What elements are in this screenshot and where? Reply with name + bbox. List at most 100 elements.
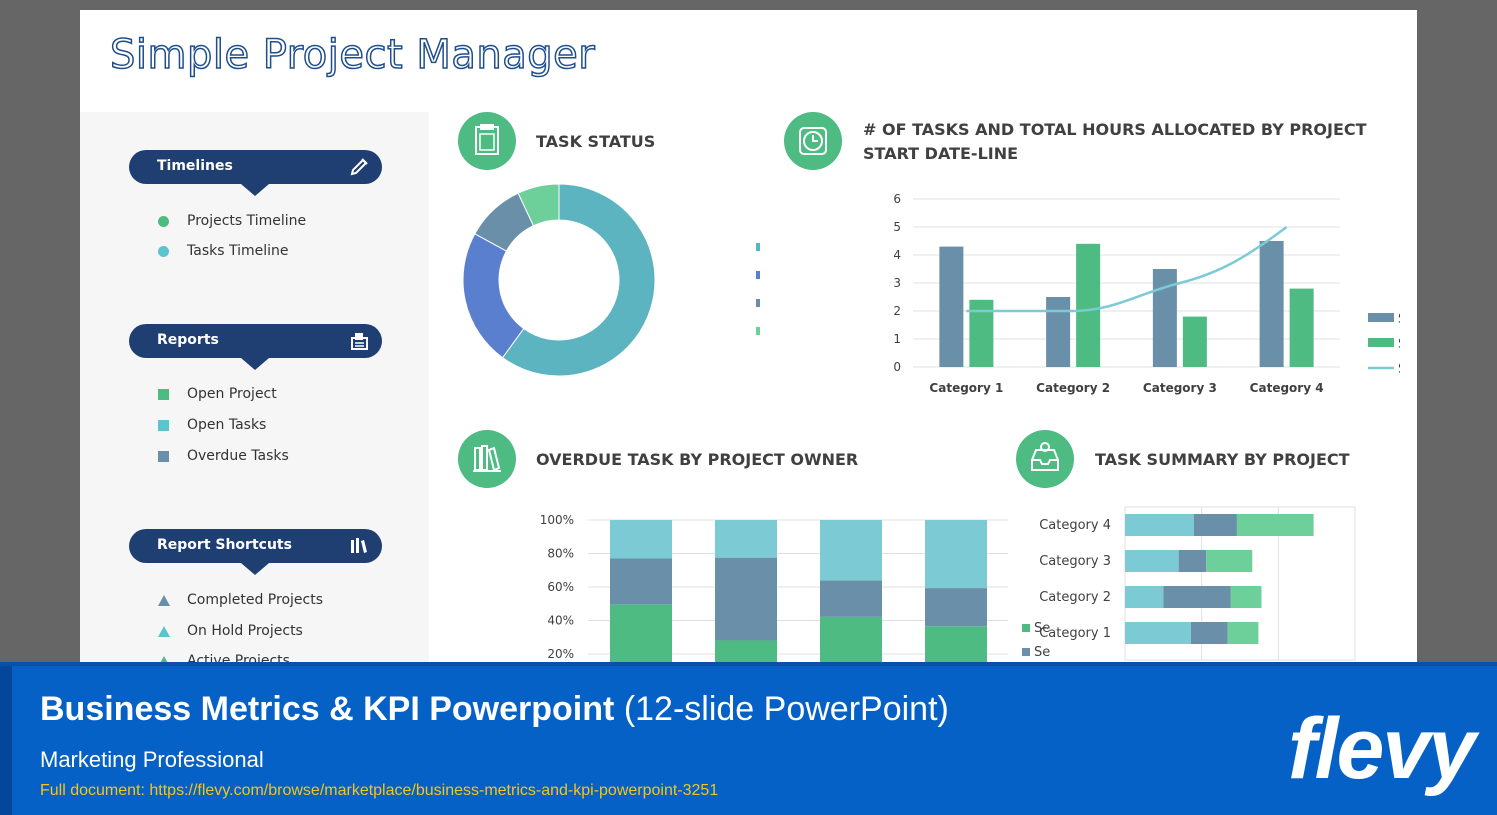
sidebar-item-completed-projects[interactable]: Completed Projects: [187, 592, 324, 608]
sidebar-item-open-tasks[interactable]: Open Tasks: [187, 417, 267, 433]
y-tick-label: 0: [893, 360, 901, 374]
legend-label: Series 1: [1034, 621, 1050, 636]
books-icon: [348, 535, 370, 561]
task-status-chart: 1st Qtr2nd Qtr3rd Qtr4th Qtr: [462, 183, 760, 377]
slide: Simple Project Manager Timelines Project…: [80, 10, 1417, 670]
banner-subtitle: Marketing Professional: [40, 747, 264, 772]
legend-label: Series 3: [1398, 362, 1400, 377]
banner-edge: [0, 662, 12, 815]
y-tick-label: 40%: [547, 614, 574, 628]
hbar-seg-1-3: [1125, 550, 1179, 572]
overdue-title: OVERDUE TASK BY PROJECT OWNER: [536, 450, 859, 469]
report-shortcuts-header[interactable]: Report Shortcuts: [129, 529, 382, 575]
sidebar-item-projects-timeline[interactable]: Projects Timeline: [187, 213, 307, 229]
bar-2-4: [1289, 288, 1314, 367]
legend-label: Series 2: [1034, 645, 1050, 660]
banner-title-rest: (12-slide PowerPoint): [623, 690, 949, 728]
active-projects-bullet: [158, 656, 170, 667]
x-tick-label: Category 1: [929, 381, 1003, 395]
donut-legend-swatch: [756, 243, 760, 251]
legend-swatch: [1022, 624, 1030, 632]
bar-1-4: [1259, 241, 1284, 367]
y-tick-label: 1: [893, 332, 901, 346]
hbar-seg-2-2: [1163, 586, 1231, 608]
flevy-logo: flevy: [1288, 701, 1476, 797]
donut-slice-4: [517, 183, 560, 227]
hbar-seg-3-1: [1227, 622, 1259, 644]
stack-seg-3-3: [820, 520, 882, 581]
donut-legend-swatch: [756, 271, 760, 279]
legend-swatch: [1368, 313, 1394, 322]
report-icon: [348, 330, 370, 356]
banner-url[interactable]: Full document: https://flevy.com/browse/…: [40, 782, 719, 799]
hbar-seg-2-3: [1178, 550, 1207, 572]
legend-label: Series 2: [1398, 337, 1400, 352]
inbox-icon: [1016, 430, 1074, 488]
clipboard-icon: [458, 112, 516, 170]
sidebar-item-tasks-timeline[interactable]: Tasks Timeline: [187, 243, 289, 259]
reports-header[interactable]: Reports: [129, 324, 382, 370]
donut-legend-swatch: [756, 327, 760, 335]
summary-title: TASK SUMMARY BY PROJECT: [1095, 450, 1350, 469]
y-tick-label: 20%: [547, 647, 574, 661]
x-tick-label: Category 2: [1036, 381, 1110, 395]
y-tick-label: Category 3: [1039, 554, 1111, 569]
bar-1-1: [939, 246, 964, 367]
sidebar-item-on-hold-projects[interactable]: On Hold Projects: [187, 623, 303, 639]
projects-timeline-bullet: [158, 216, 169, 227]
legend-label: Series 1: [1398, 312, 1400, 327]
hbar-seg-3-4: [1236, 514, 1314, 536]
stack-seg-2-4: [925, 588, 987, 627]
sidebar-item-overdue-tasks[interactable]: Overdue Tasks: [187, 448, 289, 464]
sidebar-item-open-project[interactable]: Open Project: [187, 386, 277, 402]
stack-seg-2-3: [820, 580, 882, 617]
banner-title-bold: Business Metrics & KPI Powerpoint: [40, 690, 615, 728]
task-status-title: TASK STATUS: [536, 132, 656, 151]
stack-seg-3-2: [715, 520, 777, 558]
stack-seg-2-1: [610, 558, 672, 605]
reports-label: Reports: [157, 332, 219, 348]
promo-banner: [0, 662, 1497, 815]
banner-topline: [0, 662, 1497, 666]
x-tick-label: Category 4: [1250, 381, 1324, 395]
y-tick-label: Category 1: [1039, 626, 1111, 641]
hbar-seg-1-1: [1125, 622, 1191, 644]
hbar-seg-3-3: [1206, 550, 1253, 572]
y-tick-label: 80%: [547, 547, 574, 561]
tasks-hours-title-line2: START DATE-LINE: [863, 144, 1019, 163]
y-tick-label: Category 4: [1039, 518, 1111, 533]
y-tick-label: 5: [893, 220, 901, 234]
stack-seg-1-3: [820, 616, 882, 670]
y-tick-label: 4: [893, 248, 901, 262]
on-hold-projects-bullet: [158, 626, 170, 637]
y-tick-label: 100%: [540, 513, 574, 527]
y-tick-label: 2: [893, 304, 901, 318]
hbar-seg-2-1: [1190, 622, 1228, 644]
clock-icon: [784, 112, 842, 170]
open-tasks-bullet: [158, 420, 169, 431]
hbar-seg-1-4: [1125, 514, 1194, 536]
donut-slice-1: [501, 183, 656, 377]
completed-projects-bullet: [158, 595, 170, 606]
y-tick-label: 60%: [547, 580, 574, 594]
timelines-header[interactable]: Timelines: [129, 150, 382, 196]
y-tick-label: 6: [893, 192, 901, 206]
bar-2-2: [1076, 243, 1101, 367]
books-chart-icon: [458, 430, 516, 488]
hbar-seg-2-4: [1194, 514, 1237, 536]
hbar-seg-3-2: [1230, 586, 1262, 608]
donut-legend-swatch: [756, 299, 760, 307]
stack-seg-1-1: [610, 604, 672, 670]
series-3-line: [966, 225, 1288, 313]
tasks-timeline-bullet: [158, 246, 169, 257]
stack-seg-2-2: [715, 557, 777, 641]
sidebar: [80, 112, 429, 670]
legend-swatch: [1368, 338, 1394, 347]
overdue-tasks-bullet: [158, 451, 169, 462]
tasks-hours-title-line1: # OF TASKS AND TOTAL HOURS ALLOCATED BY …: [863, 120, 1367, 139]
legend-swatch: [1022, 648, 1030, 656]
y-tick-label: Category 2: [1039, 590, 1111, 605]
stack-seg-3-1: [610, 520, 672, 559]
y-tick-label: 3: [893, 276, 901, 290]
